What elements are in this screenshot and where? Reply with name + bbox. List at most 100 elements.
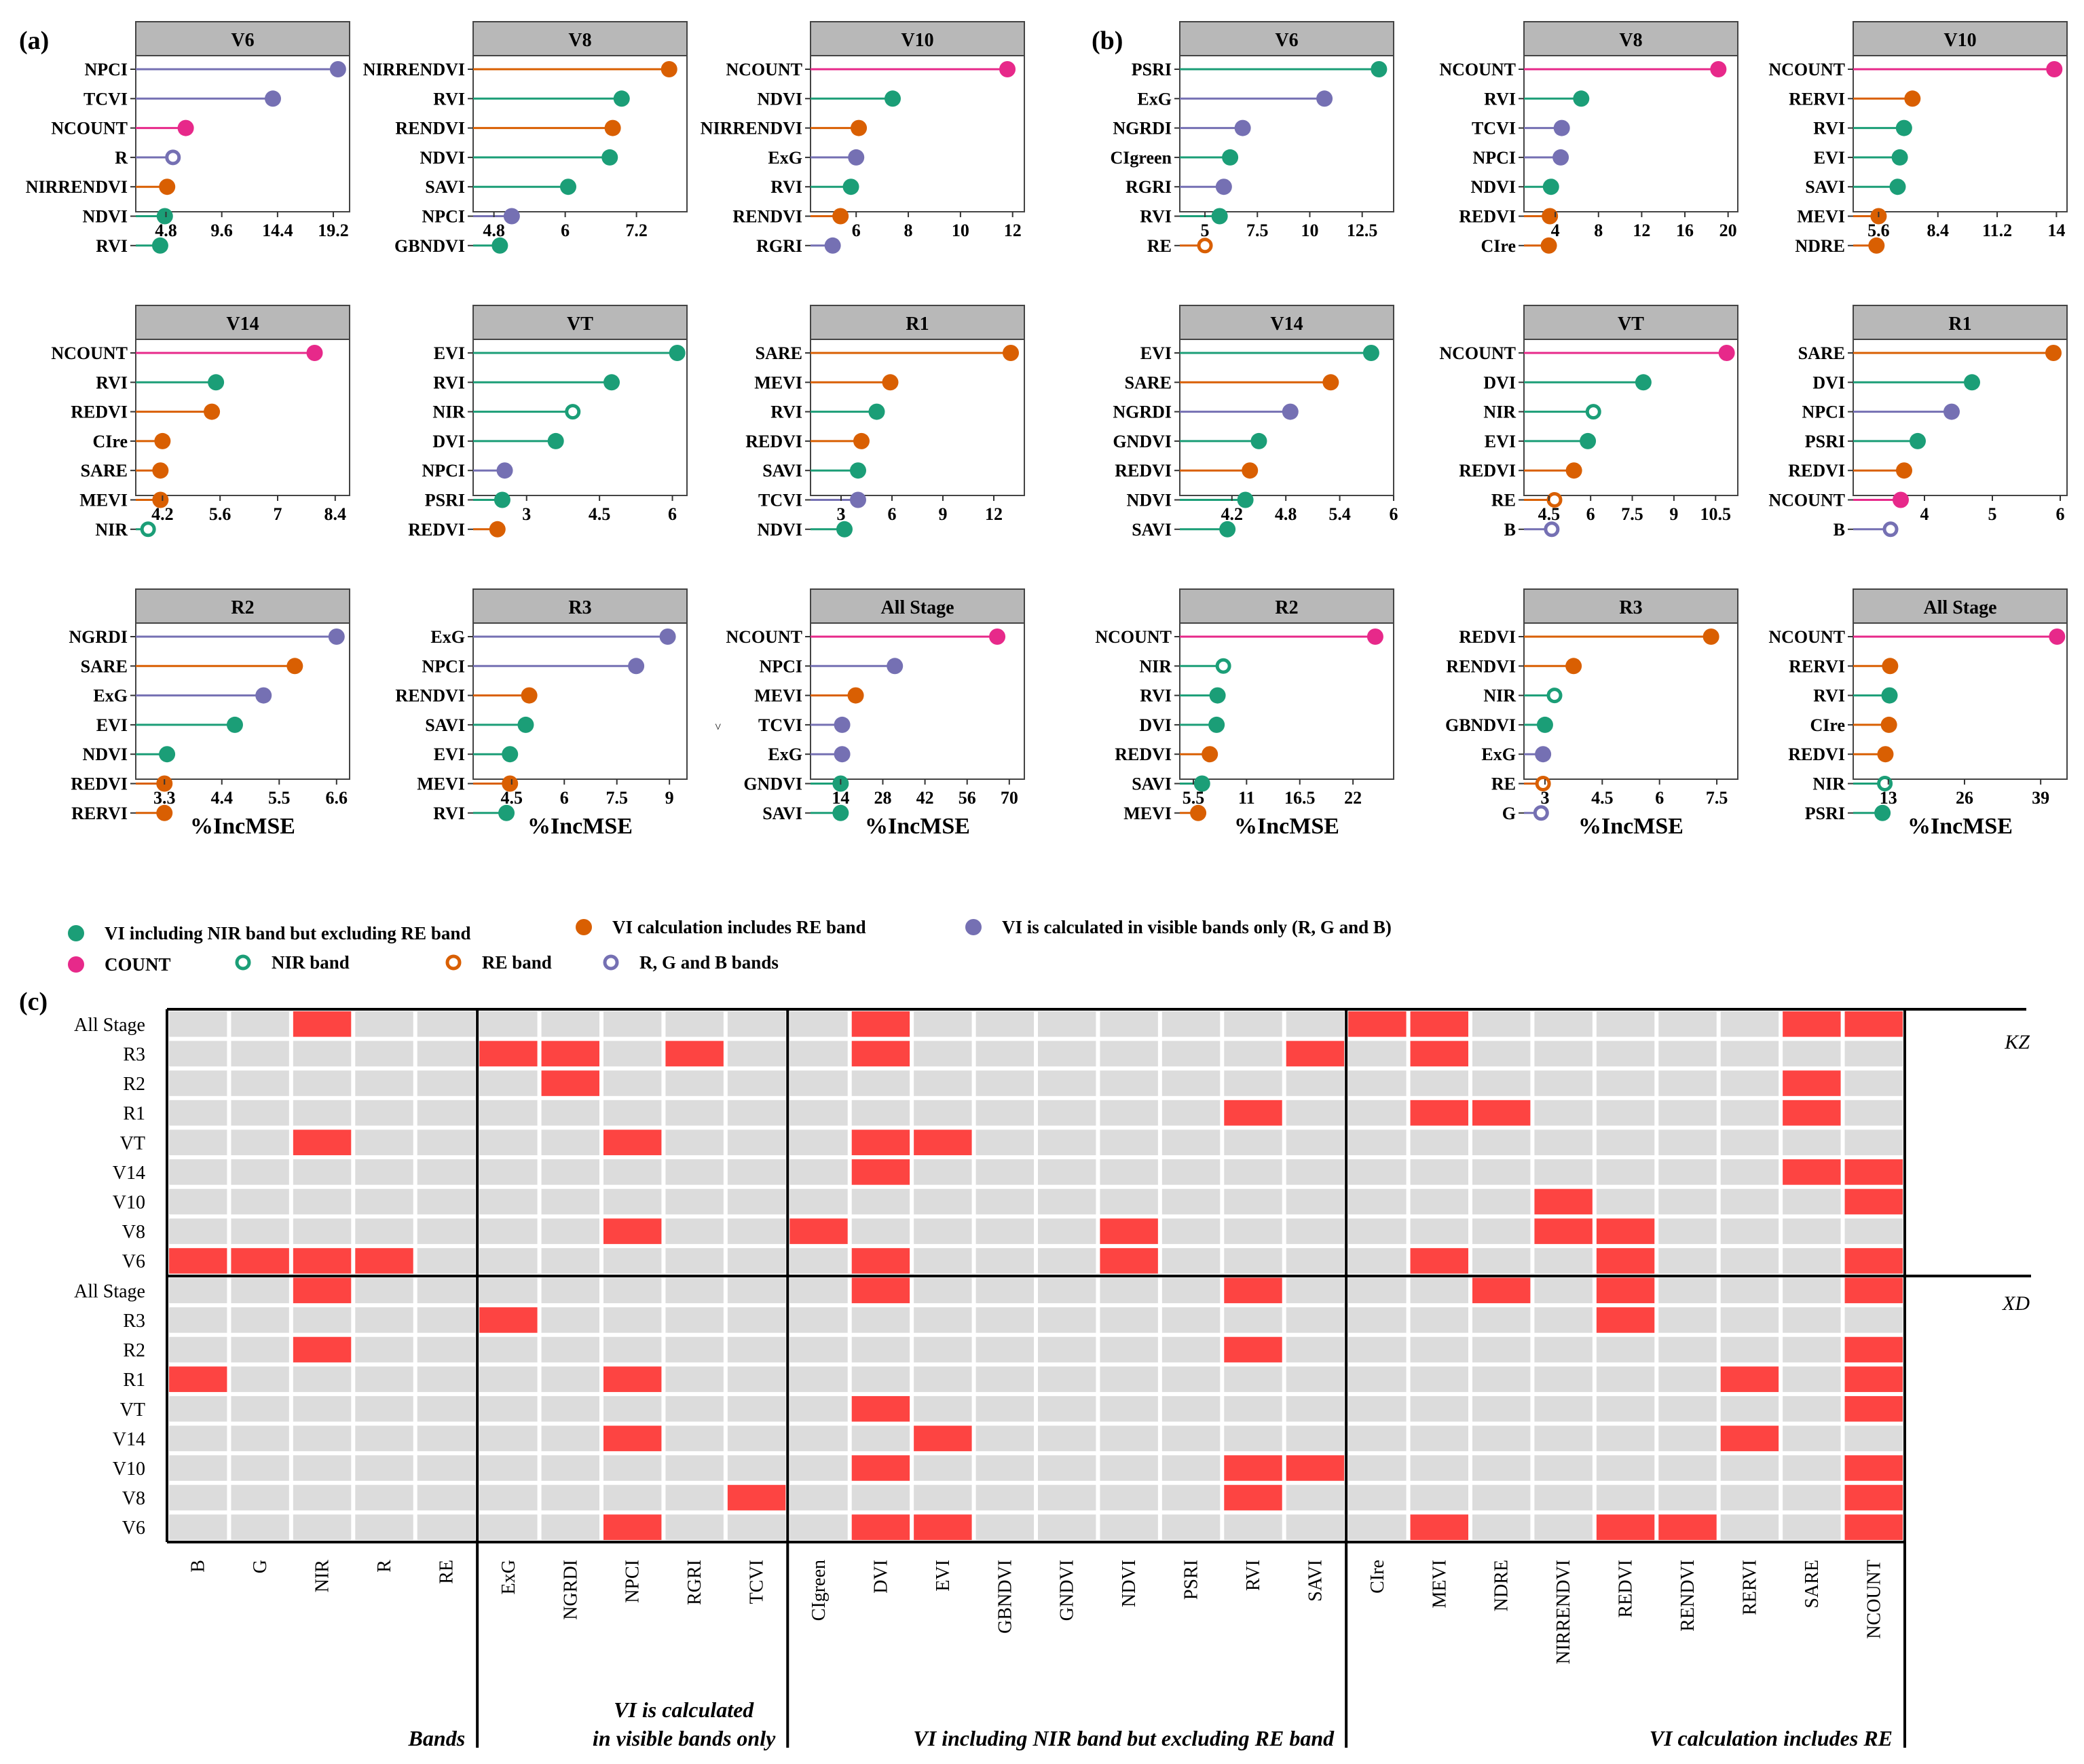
x-tick-label: 70 — [1001, 788, 1018, 808]
heatmap-cell-selected — [1783, 1159, 1841, 1185]
lollipop-point — [1366, 628, 1383, 645]
heatmap-cell — [355, 1425, 413, 1452]
column-label: PSRI — [1181, 1560, 1202, 1600]
heatmap-cell — [975, 1455, 1034, 1481]
heatmap-cell — [1783, 1425, 1841, 1452]
y-tick-label: PSRI — [425, 491, 465, 510]
x-tick-label: 12 — [1633, 221, 1650, 240]
y-tick-label: NPCI — [1802, 402, 1845, 422]
x-tick-label: 22 — [1344, 788, 1362, 808]
heatmap-cell — [1472, 1366, 1531, 1392]
heatmap-cell-selected — [1596, 1218, 1655, 1244]
y-tick-label: REDVI — [1115, 461, 1172, 481]
y-tick-label: GNDVI — [1113, 432, 1172, 451]
heatmap-row: R1 — [123, 1366, 1903, 1392]
lollipop-point — [1316, 90, 1333, 107]
legend-item: RE band — [445, 952, 552, 973]
lollipop-point — [1565, 462, 1582, 479]
x-tick-label: 56 — [959, 788, 976, 808]
y-tick-label: NIR — [1139, 656, 1172, 676]
heatmap-cell — [1286, 1011, 1345, 1037]
y-tick-label: MEVI — [754, 373, 802, 392]
heatmap-cell — [1658, 1247, 1717, 1274]
lollipop-point — [1222, 149, 1239, 166]
heatmap-cell — [1783, 1336, 1841, 1363]
heatmap-cell — [1224, 1425, 1282, 1452]
y-tick-label: EVI — [434, 745, 465, 764]
y-tick-label: NIR — [1812, 774, 1845, 794]
heatmap-cell-selected — [1844, 1366, 1903, 1392]
lollipop-point — [659, 628, 676, 645]
column-label: SAVI — [1305, 1560, 1326, 1602]
heatmap-cell-selected — [1596, 1247, 1655, 1274]
heatmap-cell — [355, 1277, 413, 1304]
heatmap-cell — [665, 1366, 724, 1392]
heatmap-cell-selected — [1844, 1514, 1903, 1540]
heatmap-cell — [169, 1514, 227, 1540]
panel-label-c: (c) — [19, 988, 48, 1016]
heatmap-cell — [355, 1218, 413, 1244]
heatmap-cell — [789, 1366, 848, 1392]
lollipop-point — [1910, 432, 1926, 449]
heatmap-cell — [1224, 1188, 1282, 1215]
y-tick-label: NPCI — [759, 656, 802, 676]
heatmap-cell-selected — [1224, 1100, 1282, 1126]
lollipop-panel: All Stage NCOUNT RERVI RVI CIre REDVI NIR PSRI 1… — [1768, 588, 2068, 839]
x-axis-label: %IncMSE — [1234, 814, 1339, 839]
heatmap-cell — [479, 1514, 538, 1540]
heatmap-cell — [727, 1159, 786, 1185]
x-tick-label: 5.6 — [1867, 221, 1890, 240]
lollipop-point — [329, 61, 346, 77]
heatmap-cell — [1472, 1129, 1531, 1156]
lollipop-point — [1882, 658, 1899, 675]
legend-label: R, G and B bands — [639, 952, 779, 973]
row-label: R1 — [123, 1370, 145, 1391]
heatmap-cell — [169, 1307, 227, 1333]
x-tick-label: 5.5 — [1183, 788, 1205, 808]
lollipop-point — [177, 119, 194, 136]
y-tick-label: NIR — [1483, 402, 1516, 422]
heatmap-cell-selected — [231, 1247, 289, 1274]
heatmap-cell — [914, 1070, 972, 1096]
heatmap-cell — [231, 1455, 289, 1481]
lollipop-panel: V14 NCOUNT RVI REDVI CIre SARE MEVI NIR 4.2 5.6 7 8… — [51, 305, 350, 540]
panel-strip — [1523, 21, 1738, 56]
lollipop-point — [853, 432, 870, 449]
heatmap-cell — [1658, 1040, 1717, 1067]
heatmap-cell — [1286, 1247, 1345, 1274]
heatmap-cell — [1658, 1070, 1717, 1096]
lollipop-point — [265, 90, 282, 107]
y-tick-label: SARE — [81, 461, 128, 481]
x-tick-label: 11 — [1238, 788, 1255, 808]
heatmap-cell — [1348, 1425, 1407, 1452]
heatmap-cell — [1596, 1395, 1655, 1422]
heatmap-cell-selected — [1410, 1040, 1468, 1067]
heatmap-cell — [1596, 1011, 1655, 1037]
lollipop-point — [1580, 432, 1597, 449]
heatmap-cell — [789, 1011, 848, 1037]
y-tick-label: RVI — [1813, 119, 1845, 138]
heatmap-cell — [1472, 1484, 1531, 1511]
y-tick-label: RE — [1147, 236, 1172, 256]
heatmap-cell — [1720, 1188, 1779, 1215]
row-label: V10 — [113, 1192, 145, 1213]
heatmap-cell — [975, 1395, 1034, 1422]
heatmap-row: R2 — [123, 1070, 1903, 1096]
heatmap-cell — [479, 1159, 538, 1185]
heatmap-cell — [727, 1070, 786, 1096]
heatmap-cell — [1534, 1129, 1593, 1156]
heatmap-cell — [1658, 1366, 1717, 1392]
panel-stage-title: R3 — [1619, 597, 1642, 618]
x-tick-label: 12 — [1004, 221, 1022, 240]
heatmap-cell — [665, 1514, 724, 1540]
y-tick-label: NDVI — [1127, 491, 1172, 510]
heatmap-cell — [914, 1484, 972, 1511]
heatmap-row: All Stage — [74, 1011, 1903, 1037]
lollipop-point — [1542, 208, 1559, 225]
heatmap-cell — [851, 1366, 910, 1392]
lollipop-point — [1904, 90, 1921, 107]
heatmap-cell — [1658, 1455, 1717, 1481]
y-tick-label: SAVI — [425, 177, 465, 197]
heatmap-cell — [975, 1366, 1034, 1392]
heatmap-cell — [231, 1100, 289, 1126]
